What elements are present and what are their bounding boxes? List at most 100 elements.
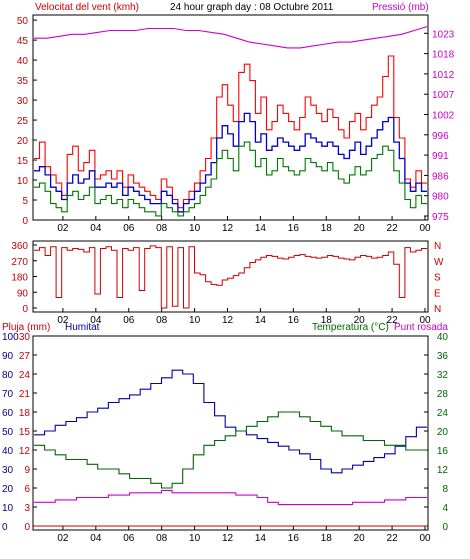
series-line-3 <box>34 26 428 49</box>
temperature-tick-label: 4 <box>442 503 448 514</box>
x-tick-label: 08 <box>156 223 168 234</box>
temperature-tick-label: 24 <box>437 408 449 419</box>
rain-tick-label: 6 <box>24 484 30 495</box>
temperature-tick-label: 40 <box>437 332 449 343</box>
x-tick-label: 06 <box>123 223 135 234</box>
compass-label: N <box>434 241 441 252</box>
humidity-tick-label: 90 <box>2 351 14 362</box>
y-left-tick-label: 360 <box>11 241 28 252</box>
compass-label: W <box>434 257 444 268</box>
panel1-frame <box>32 14 429 221</box>
rain-tick-label: 21 <box>19 389 31 400</box>
x-tick-label: 22 <box>387 315 399 326</box>
x-tick-label: 12 <box>222 223 234 234</box>
x-tick-label: 08 <box>156 533 168 544</box>
rain-label: Pluja (mm) <box>2 322 50 333</box>
x-tick-label: 00 <box>419 533 431 544</box>
y-left-tick-label: 35 <box>17 76 29 87</box>
rain-tick-label: 18 <box>19 408 31 419</box>
x-tick-label: 04 <box>90 533 102 544</box>
x-tick-label: 14 <box>255 223 267 234</box>
humidity-label: Humitat <box>65 322 100 333</box>
temperature-tick-label: 8 <box>442 484 448 495</box>
humidity-tick-label: 40 <box>2 446 14 457</box>
series-line-2 <box>34 141 427 217</box>
y-right-tick-label: 1007 <box>432 90 455 101</box>
x-tick-label: 08 <box>156 315 168 326</box>
x-tick-label: 02 <box>57 315 69 326</box>
compass-label: S <box>434 273 441 284</box>
y-right-tick-label: 1023 <box>432 29 455 40</box>
y-left-tick-label: 10 <box>17 176 29 187</box>
rain-tick-label: 27 <box>19 351 31 362</box>
x-tick-label: 04 <box>90 315 102 326</box>
humidity-tick-label: 80 <box>2 370 14 381</box>
y-left-tick-label: 40 <box>17 56 29 67</box>
humidity-tick-label: 100 <box>2 332 19 343</box>
x-tick-label: 00 <box>419 315 431 326</box>
x-tick-label: 14 <box>255 315 267 326</box>
x-tick-label: 06 <box>123 315 135 326</box>
rain-tick-label: 30 <box>19 332 31 343</box>
y-left-tick-label: 270 <box>11 257 28 268</box>
y-left-tick-label: 180 <box>11 273 28 284</box>
y-left-tick-label: 0 <box>22 304 28 315</box>
x-tick-label: 12 <box>222 315 234 326</box>
y-right-tick-label: 991 <box>432 151 449 162</box>
y-left-tick-label: 45 <box>17 36 29 47</box>
wind-direction-panel: 0 N 90 E 180 S 270 W 360 N 02 04 06 08 10 12 14 16 18 20 22 0… <box>11 240 444 326</box>
pressure-label: Pressió (mb) <box>372 2 429 13</box>
rain-tick-label: 0 <box>24 522 30 533</box>
series-line-0 <box>34 369 427 474</box>
y-left-tick-label: 30 <box>17 96 29 107</box>
series-line-0 <box>34 55 427 209</box>
x-tick-label: 16 <box>288 223 300 234</box>
humidity-tick-label: 50 <box>2 427 14 438</box>
compass-label: E <box>434 288 441 299</box>
y-left-tick-label: 25 <box>17 116 29 127</box>
x-tick-label: 20 <box>354 315 366 326</box>
temperature-tick-label: 20 <box>437 427 449 438</box>
humidity-tick-label: 20 <box>2 484 14 495</box>
y-left-tick-label: 20 <box>17 136 29 147</box>
x-tick-label: 10 <box>189 223 201 234</box>
rain-tick-label: 3 <box>24 503 30 514</box>
rain-tick-label: 9 <box>24 465 30 476</box>
x-tick-label: 04 <box>90 223 102 234</box>
x-tick-label: 10 <box>189 315 201 326</box>
series-line-2 <box>34 489 427 506</box>
y-left-tick-label: 90 <box>17 288 29 299</box>
compass-label: N <box>434 304 441 315</box>
rain-tick-label: 12 <box>19 446 31 457</box>
humidity-tick-label: 0 <box>2 522 8 533</box>
panel2-frame <box>32 240 429 313</box>
rain-tick-label: 15 <box>19 427 31 438</box>
y-left-tick-label: 50 <box>17 16 29 27</box>
series-line-1 <box>34 112 427 213</box>
x-tick-label: 02 <box>57 223 69 234</box>
x-tick-label: 20 <box>354 533 366 544</box>
y-right-tick-label: 986 <box>432 171 449 182</box>
x-tick-label: 22 <box>387 533 399 544</box>
x-tick-label: 02 <box>57 533 69 544</box>
wind-speed-label: Velocitat del vent (kmh) <box>35 2 139 13</box>
y-right-tick-label: 975 <box>432 212 449 223</box>
y-right-tick-label: 1002 <box>432 111 455 122</box>
dew-point-label: Punt rosada <box>394 322 448 333</box>
temperature-tick-label: 32 <box>437 370 449 381</box>
humidity-tick-label: 70 <box>2 389 14 400</box>
y-right-tick-label: 1012 <box>432 70 455 81</box>
y-right-tick-label: 996 <box>432 131 449 142</box>
x-tick-label: 10 <box>189 533 201 544</box>
series-line-1 <box>34 411 427 489</box>
temperature-label: Temperatura (°C) <box>312 322 389 333</box>
temperature-tick-label: 12 <box>437 465 449 476</box>
x-tick-label: 18 <box>321 533 333 544</box>
panel3-frame <box>32 335 429 531</box>
humidity-tick-label: 10 <box>2 503 14 514</box>
y-right-tick-label: 1018 <box>432 50 455 61</box>
temperature-tick-label: 28 <box>437 389 449 400</box>
chart-title: 24 hour graph day : 08 Octubre 2011 <box>170 2 334 13</box>
y-left-tick-label: 5 <box>22 196 28 207</box>
